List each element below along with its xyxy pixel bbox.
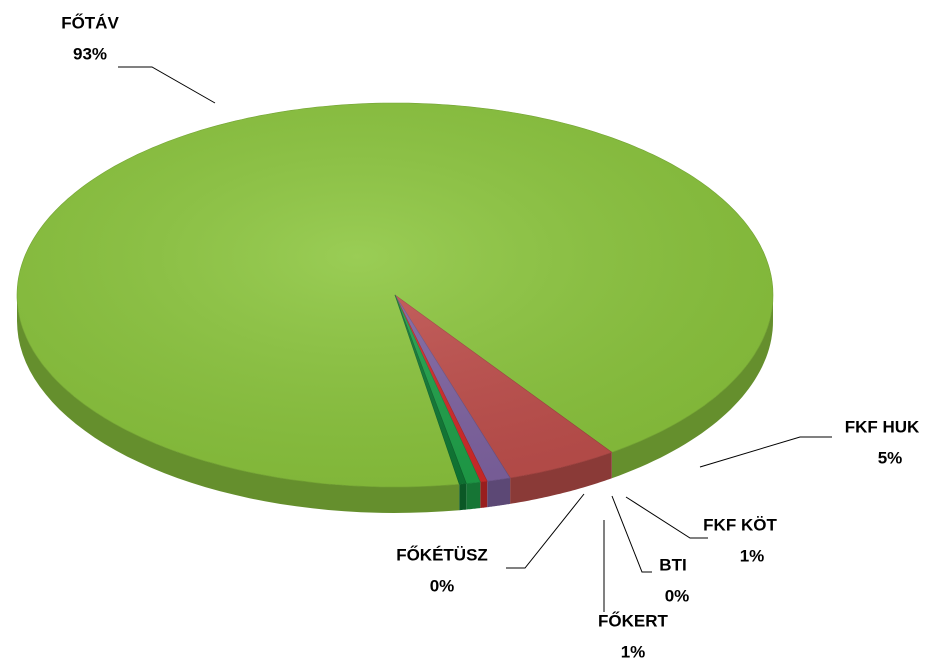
leader-line [611,495,652,573]
slice-label: FŐTÁV [61,13,119,32]
value-label: 93% [73,44,107,63]
value-label: 0% [430,576,455,595]
slice-label: FKF KÖT [703,515,777,534]
leader-line [506,493,585,569]
leader-line [699,436,832,468]
slice-side [480,481,488,508]
slice-label: FŐKÉTÜSZ [396,545,488,564]
slice-side [459,483,467,511]
value-label: 5% [878,448,903,467]
leader-line [625,496,708,539]
value-label: 1% [621,642,646,661]
slice-label: FKF HUK [845,417,920,436]
pie [16,102,774,513]
slice-label: BTI [659,555,686,574]
value-label: 0% [665,586,690,605]
leader-line [118,66,216,104]
value-label: 1% [740,546,765,565]
slice-side [17,295,460,513]
slice-side [487,477,511,508]
slice-side [466,482,481,510]
slice-label: FŐKERT [598,611,669,630]
